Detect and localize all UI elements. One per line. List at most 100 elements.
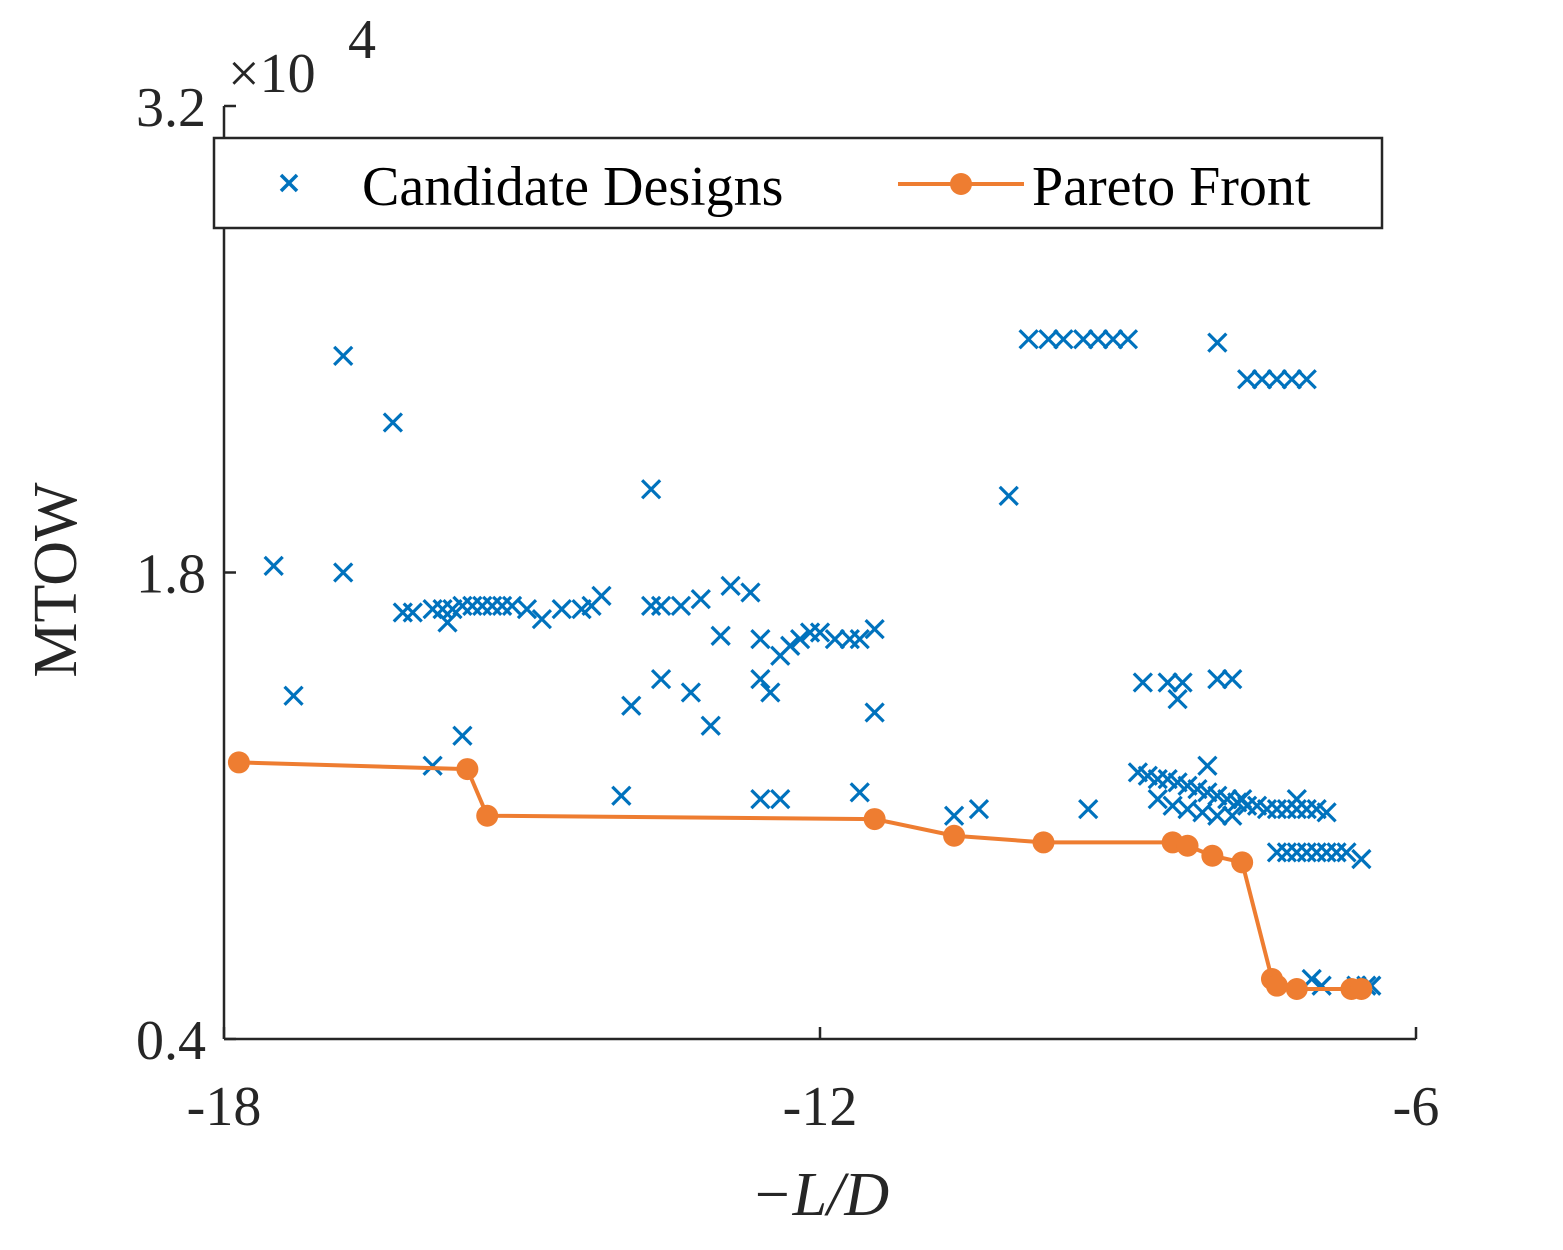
y-multiplier-label: ×10 [228,43,316,105]
candidate-design-point [1266,798,1288,820]
candidate-design-point [1336,842,1357,863]
candidate-design-point [382,412,403,433]
candidate-design-point [750,629,771,650]
candidate-design-point [1038,329,1059,350]
candidate-design-point [1311,975,1332,996]
candidate-design-point [998,485,1019,506]
candidate-designs-layer [263,329,1382,996]
pareto-front-line [238,760,1362,992]
candidate-design-point [1132,672,1153,693]
candidate-design-point [1296,842,1317,863]
pareto-front-point [1231,851,1254,874]
candidate-design-point [1102,329,1124,350]
candidate-design-point [849,629,870,650]
candidate-design-point [750,788,771,810]
candidate-design-point [402,602,423,623]
candidate-design-point [1192,802,1213,823]
candidate-design-point [1167,688,1188,710]
candidate-design-point [750,668,771,690]
candidate-design-point [492,595,513,616]
candidate-design-point [1232,788,1253,810]
candidate-design-point [720,575,741,596]
candidate-design-point [1276,842,1297,863]
candidate-design-point [1326,842,1347,863]
pareto-front-point [1285,978,1308,1001]
y-tick-label: 1.8 [136,544,206,606]
pareto-front-point [1201,844,1224,867]
y-axis-title: MTOW [22,482,90,678]
candidate-design-point [392,602,413,623]
candidate-design-point [690,589,711,610]
candidate-design-point [551,599,572,620]
pareto-front-point [1032,831,1055,854]
candidate-design-point [650,595,672,616]
y-tick-label: 3.2 [136,77,206,139]
candidate-design-point [1222,805,1243,826]
candidate-design-point [1117,329,1139,350]
legend-box [212,136,1384,230]
candidate-design-point [864,619,885,640]
pareto-front-point [476,804,499,827]
candidate-design-point [943,805,965,826]
candidate-design-point [1237,369,1258,390]
candidate-design-point [849,782,870,803]
x-axis-title: −L/D [751,1161,889,1229]
pareto-front-point [456,758,479,781]
candidate-design-point [1316,802,1337,823]
candidate-design-point [839,629,860,650]
candidate-design-point [437,612,458,633]
legend-pareto-label: Pareto Front [1032,156,1311,218]
candidate-design-point [333,562,354,583]
candidate-design-point [650,668,672,690]
candidate-design-point [1351,848,1372,870]
candidate-design-point [482,595,503,616]
tick-layer: -18 -12 -6 0.4 1.8 3.2 [136,77,1439,1138]
candidate-design-point [824,629,846,650]
candidate-design-point [670,595,692,616]
candidate-design-point [1306,842,1327,863]
pareto-front-point [227,751,250,774]
candidate-design-point [1222,668,1243,690]
y-tick-label: 0.4 [136,1010,206,1072]
legend-pareto-marker [950,173,972,195]
candidate-design-point [641,479,662,500]
candidate-design-point [799,622,821,643]
legend: Candidate Designs Pareto Front [212,136,1384,230]
candidate-design-point [452,725,473,746]
candidate-design-point [1053,329,1074,350]
candidate-design-point [621,695,642,716]
candidate-design-point [680,682,701,703]
candidate-design-point [1286,788,1307,810]
candidate-design-point [864,702,885,723]
candidate-design-point [1172,672,1193,693]
candidate-design-point [591,585,612,606]
candidate-design-point [1018,329,1039,350]
pareto-front-point [1350,978,1373,1001]
legend-candidate-label: Candidate Designs [362,156,783,218]
candidate-design-point [968,798,990,820]
candidate-design-point [263,555,284,576]
candidate-design-point [1296,369,1317,390]
candidate-design-point [1286,842,1307,863]
pareto-front-layer [227,751,1373,1001]
candidate-design-point [333,345,354,367]
candidate-design-point [809,622,831,643]
candidate-design-point [780,635,801,656]
candidate-design-point [611,785,632,806]
candidate-design-point [710,625,731,646]
y-multiplier-exponent: 4 [348,9,376,71]
candidate-design-point [700,715,721,736]
pareto-front-point [1176,834,1199,857]
candidate-design-point [1147,788,1168,810]
candidate-design-point [501,595,523,616]
candidate-design-point [1316,842,1337,863]
candidate-design-point [531,609,552,630]
pareto-front-point [943,824,966,847]
candidate-design-point [1251,369,1273,390]
candidate-design-point [1088,329,1109,350]
candidate-design-point [1162,795,1183,816]
candidate-design-point [422,755,443,776]
candidate-design-point [760,682,781,703]
x-tick-label: -18 [187,1076,262,1138]
candidate-design-point [1266,369,1288,390]
